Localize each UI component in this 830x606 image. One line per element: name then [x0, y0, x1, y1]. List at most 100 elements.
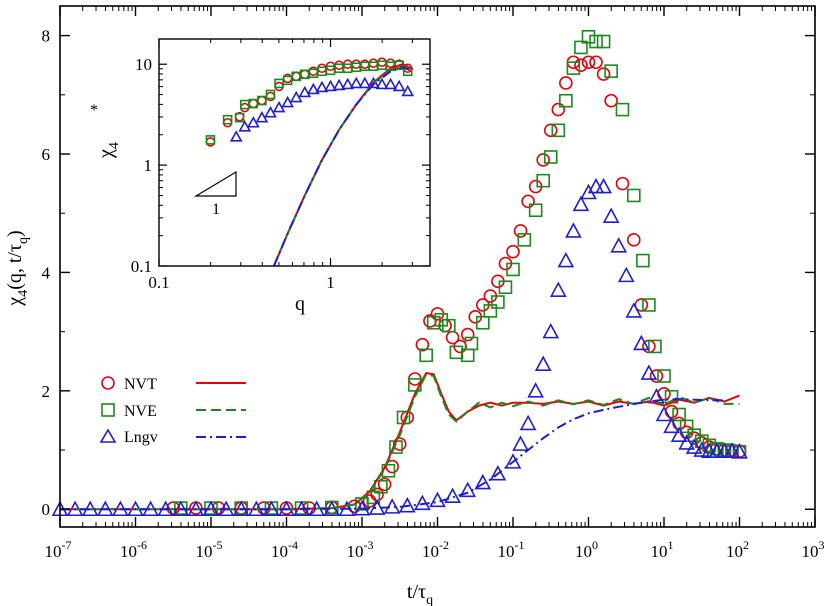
- main-lngv-points-point-23: [398, 496, 416, 513]
- inset-y-axis-label: χ4: [95, 142, 122, 159]
- inset-lngv-line: [272, 66, 414, 267]
- main-plot: 10-7 10-6 10-5 10-4 10-3 10-2 10-1 100 101 102 103…: [4, 5, 825, 606]
- main-lngv-points-point-33: [527, 382, 544, 398]
- main-nve-points-point-19: [464, 336, 479, 351]
- main-nvt-points-point-47: [657, 386, 671, 401]
- inset-nve-points-point-1: [222, 114, 233, 125]
- main-lngv-points-point-39: [572, 195, 590, 212]
- inset-y-tick-label-0: 0.1: [131, 257, 152, 276]
- main-lngv-points-point-52: [670, 426, 688, 443]
- inset-x-tick-label-1: 1: [326, 273, 335, 292]
- main-nvt-points-point-42: [615, 176, 630, 191]
- main-x-axis-label: t/τq: [407, 581, 433, 606]
- main-nvt-points-point-40: [596, 67, 611, 81]
- inset-lngv-points-point-10: [315, 80, 329, 93]
- inset-ticks: 0.1 1 0.1 1 10: [131, 39, 430, 292]
- inset-lngv-points-point-8: [298, 85, 312, 98]
- legend-nve-marker: [101, 403, 115, 417]
- inset-nve-points-point-5: [257, 95, 267, 106]
- main-nvt-points-point-16: [415, 337, 430, 352]
- main-x-tick-label-5: 10-2: [422, 538, 449, 561]
- main-nve-points-point-30: [559, 93, 573, 108]
- inset-slope-label: 1: [212, 201, 220, 218]
- main-nve-points-point-20: [475, 315, 490, 330]
- main-nve-points-point-8: [374, 479, 388, 494]
- legend-entry-nvt: NVT: [101, 376, 246, 393]
- main-x-tick-label-10: 103: [802, 538, 825, 561]
- main-nvt-points-point-30: [521, 194, 535, 209]
- main-lngv-points-point-28: [474, 473, 492, 490]
- main-x-tick-label-1: 10-6: [120, 538, 147, 561]
- main-nvt-points-point-2: [211, 501, 226, 515]
- legend-nve-label: NVE: [124, 403, 157, 420]
- main-lngv-points-point-30: [504, 453, 522, 469]
- main-nvt-line: [60, 372, 740, 511]
- inset-y-tick-label-1: 1: [144, 156, 153, 175]
- legend: NVT NVE Lngv: [99, 376, 246, 446]
- legend-entry-lngv: Lngv: [99, 428, 246, 446]
- inset-lngv-points-point-19: [392, 79, 406, 92]
- main-lngv-points-point-32: [519, 414, 537, 431]
- main-nve-points-point-37: [615, 102, 630, 117]
- main-lngv-points-point-36: [549, 281, 567, 297]
- main-lngv-points-point-27: [459, 481, 477, 498]
- main-lngv-points-point-35: [542, 322, 560, 339]
- main-x-tick-label-4: 10-3: [347, 538, 374, 561]
- main-y-tick-label-3: 6: [42, 145, 51, 164]
- main-nve-line: [60, 373, 740, 511]
- main-nve-points-point-21: [483, 304, 498, 318]
- main-lngv-points-point-47: [633, 334, 650, 351]
- inset-lngv-points-point-11: [324, 79, 337, 92]
- main-nvt-points-point-46: [649, 369, 664, 383]
- main-y-tick-label-0: 0: [42, 500, 51, 519]
- inset-nve-points-point-2: [234, 112, 245, 123]
- main-nve-points-point-35: [596, 34, 611, 49]
- main-lngv-points-point-44: [610, 237, 628, 253]
- main-nvt-points-point-38: [581, 55, 596, 70]
- inset-lngv-points-point-0: [229, 130, 243, 142]
- main-nvt-points-point-41: [604, 93, 618, 108]
- main-nve-points-point-16: [442, 318, 456, 333]
- main-lngv-points-point-34: [534, 355, 552, 371]
- main-nve-points-point-32: [574, 40, 588, 55]
- main-nvt-points-point-44: [634, 298, 649, 312]
- main-x-tick-label-8: 101: [651, 538, 674, 561]
- main-nve-points-point-36: [604, 64, 618, 78]
- main-nve-points-point-42: [657, 369, 671, 383]
- main-nve-points-point-28: [543, 150, 558, 164]
- main-nvt-points-point-4: [257, 501, 271, 515]
- inset-lngv-points-point-17: [375, 77, 389, 90]
- main-lngv-points-point-42: [595, 177, 612, 194]
- inset-lngv-points-point-14: [349, 76, 363, 89]
- main-nvt-points-point-28: [506, 244, 520, 259]
- inset-y-axis-star: *: [90, 102, 98, 119]
- main-lngv-points-point-46: [625, 302, 643, 318]
- main-nve-points-point-45: [679, 419, 694, 434]
- main-x-tick-label-6: 10-1: [498, 538, 525, 561]
- main-nve-points-point-7: [366, 490, 381, 505]
- legend-nvt-marker: [101, 376, 115, 390]
- main-lngv-points-point-25: [429, 491, 446, 508]
- inset-lngv-points-point-20: [401, 84, 415, 97]
- main-ticks: 10-7 10-6 10-5 10-4 10-3 10-2 10-1 100 101 102 103…: [42, 6, 825, 561]
- main-nvt-points-point-11: [377, 477, 392, 492]
- main-lngv-points-point-22: [383, 498, 401, 514]
- main-lngv-points-point-48: [640, 364, 658, 380]
- main-lngv-points-point-43: [602, 207, 620, 223]
- inset-slope-triangle: [193, 170, 237, 197]
- main-lngv-points-point-38: [565, 222, 582, 238]
- main-x-tick-label-9: 102: [726, 538, 749, 561]
- main-lngv-points-point-55: [693, 441, 711, 457]
- main-nve-points-point-22: [491, 295, 505, 309]
- main-nve-points-point-24: [506, 262, 520, 277]
- inset-y-tick-label-2: 10: [135, 55, 152, 74]
- main-nvt-points-point-34: [551, 102, 566, 117]
- main-nve-points-point-26: [528, 203, 543, 218]
- inset-lngv-points-point-9: [307, 82, 320, 95]
- main-nve-points-point-41: [648, 339, 662, 354]
- legend-nvt-label: NVT: [124, 376, 157, 393]
- main-nvt-points-point-33: [543, 123, 558, 138]
- main-lngv-points-point-29: [489, 465, 507, 481]
- main-y-tick-label-1: 2: [42, 382, 51, 401]
